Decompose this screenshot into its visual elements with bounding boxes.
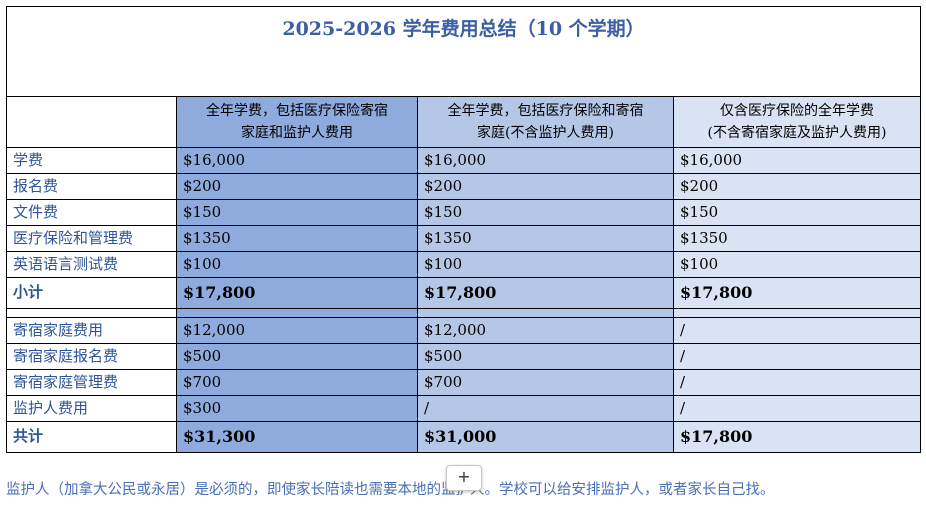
row-label: 医疗保险和管理费 <box>6 225 177 252</box>
fee-summary-table: 2025-2026 学年费用总结（10 个学期） 全年学费，包括医疗保险寄宿 家庭… <box>5 6 922 453</box>
table-row: 文件费 $150 $150 $150 <box>6 199 922 226</box>
subtotal-row: 小计 $17,800 $17,800 $17,800 <box>6 277 922 309</box>
subtotal-col3: $17,800 <box>672 277 922 309</box>
table-row: 医疗保险和管理费 $1350 $1350 $1350 <box>6 225 922 252</box>
header-col1: 全年学费，包括医疗保险寄宿 家庭和监护人费用 <box>176 96 418 148</box>
total-row: 共计 $31,300 $31,000 $17,800 <box>6 421 922 453</box>
subtotal-col1: $17,800 <box>176 277 418 309</box>
cell-col3: $200 <box>672 173 922 200</box>
cell-col1: $1350 <box>176 225 418 252</box>
header-col3: 仅含医疗保险的全年学费 (不含寄宿家庭及监护人费用) <box>672 96 922 148</box>
cell-col1: $200 <box>176 173 418 200</box>
spacer-row <box>6 308 922 318</box>
row-label: 寄宿家庭管理费 <box>6 369 177 396</box>
cell-col3: $1350 <box>672 225 922 252</box>
cell-col3: $16,000 <box>672 147 922 174</box>
total-col3: $17,800 <box>672 421 922 453</box>
row-label: 文件费 <box>6 199 177 226</box>
table-row: 寄宿家庭费用 $12,000 $12,000 / <box>6 317 922 344</box>
cell-col1: $500 <box>176 343 418 370</box>
table-row: 英语语言测试费 $100 $100 $100 <box>6 251 922 278</box>
cell-col2: $12,000 <box>417 317 674 344</box>
row-label: 英语语言测试费 <box>6 251 177 278</box>
header-col3-line1: 仅含医疗保险的全年学费 <box>720 102 874 119</box>
cell-col3: $150 <box>672 199 922 226</box>
header-col2-line2: 家庭(不含监护人费用) <box>477 125 614 141</box>
cell-col1: $300 <box>176 395 418 422</box>
guardian-footnote: 监护人（加拿大公民或永居）是必须的，即使家长陪读也需要本地的监护人。学校可以给安… <box>6 482 775 498</box>
cell-col3: / <box>672 317 922 344</box>
row-label: 报名费 <box>6 173 177 200</box>
row-label: 学费 <box>6 147 177 174</box>
table-title: 2025-2026 学年费用总结（10 个学期） <box>5 6 922 97</box>
header-blank-cell <box>6 96 177 148</box>
cell-col2: $200 <box>417 173 674 200</box>
cell-col1: $16,000 <box>176 147 418 174</box>
add-block-button[interactable]: + <box>446 465 482 491</box>
cell-col2: $700 <box>417 369 674 396</box>
table-row: 学费 $16,000 $16,000 $16,000 <box>6 147 922 174</box>
cell-col2: / <box>417 395 674 422</box>
cell-col3: $100 <box>672 251 922 278</box>
header-col1-line2: 家庭和监护人费用 <box>241 125 353 141</box>
row-label: 监护人费用 <box>6 395 177 422</box>
cell-col2: $100 <box>417 251 674 278</box>
table-row: 报名费 $200 $200 $200 <box>6 173 922 200</box>
cell-col1: $12,000 <box>176 317 418 344</box>
cell-col2: $16,000 <box>417 147 674 174</box>
cell-col2: $500 <box>417 343 674 370</box>
row-label: 寄宿家庭费用 <box>6 317 177 344</box>
header-col1-line1: 全年学费，包括医疗保险寄宿 <box>206 102 388 119</box>
total-col1: $31,300 <box>176 421 418 453</box>
cell-col2: $1350 <box>417 225 674 252</box>
subtotal-label: 小计 <box>6 277 177 309</box>
table-row: 寄宿家庭报名费 $500 $500 / <box>6 343 922 370</box>
row-label: 寄宿家庭报名费 <box>6 343 177 370</box>
cell-col2: $150 <box>417 199 674 226</box>
cell-col1: $100 <box>176 251 418 278</box>
cell-col3: / <box>672 343 922 370</box>
table-row: 寄宿家庭管理费 $700 $700 / <box>6 369 922 396</box>
cell-col3: / <box>672 369 922 396</box>
cell-col1: $150 <box>176 199 418 226</box>
total-col2: $31,000 <box>417 421 674 453</box>
header-col2-line1: 全年学费，包括医疗保险和寄宿 <box>447 102 644 119</box>
total-label: 共计 <box>6 421 177 453</box>
cell-col3: / <box>672 395 922 422</box>
header-col3-line2: (不含寄宿家庭及监护人费用) <box>707 125 887 141</box>
table-row: 监护人费用 $300 / / <box>6 395 922 422</box>
subtotal-col2: $17,800 <box>417 277 674 309</box>
header-col2: 全年学费，包括医疗保险和寄宿 家庭(不含监护人费用) <box>417 96 674 148</box>
cell-col1: $700 <box>176 369 418 396</box>
